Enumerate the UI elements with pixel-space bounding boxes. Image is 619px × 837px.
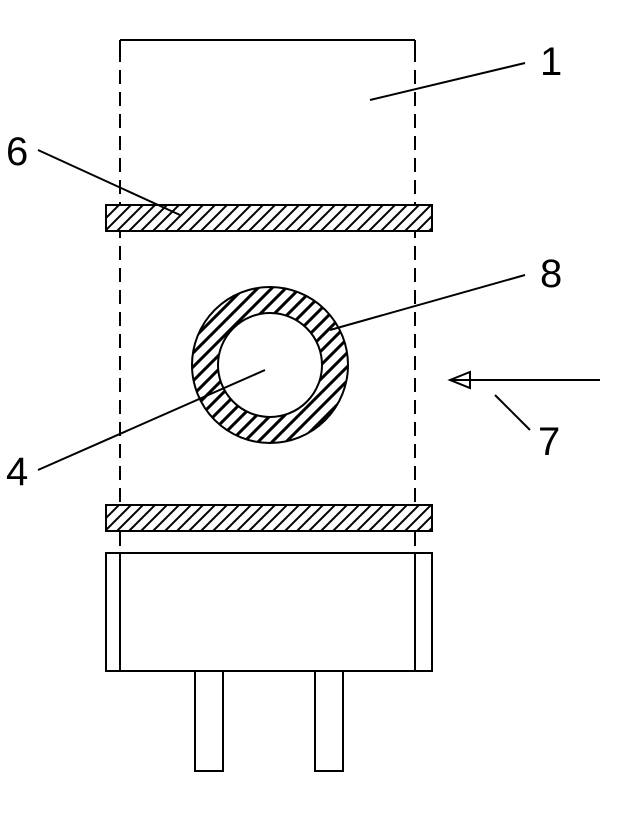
label-6: 6 xyxy=(6,130,28,175)
label-8: 8 xyxy=(540,252,562,297)
label-7: 7 xyxy=(538,420,560,465)
label-4: 4 xyxy=(6,450,28,495)
technical-diagram xyxy=(0,0,619,837)
label-1: 1 xyxy=(540,40,562,85)
